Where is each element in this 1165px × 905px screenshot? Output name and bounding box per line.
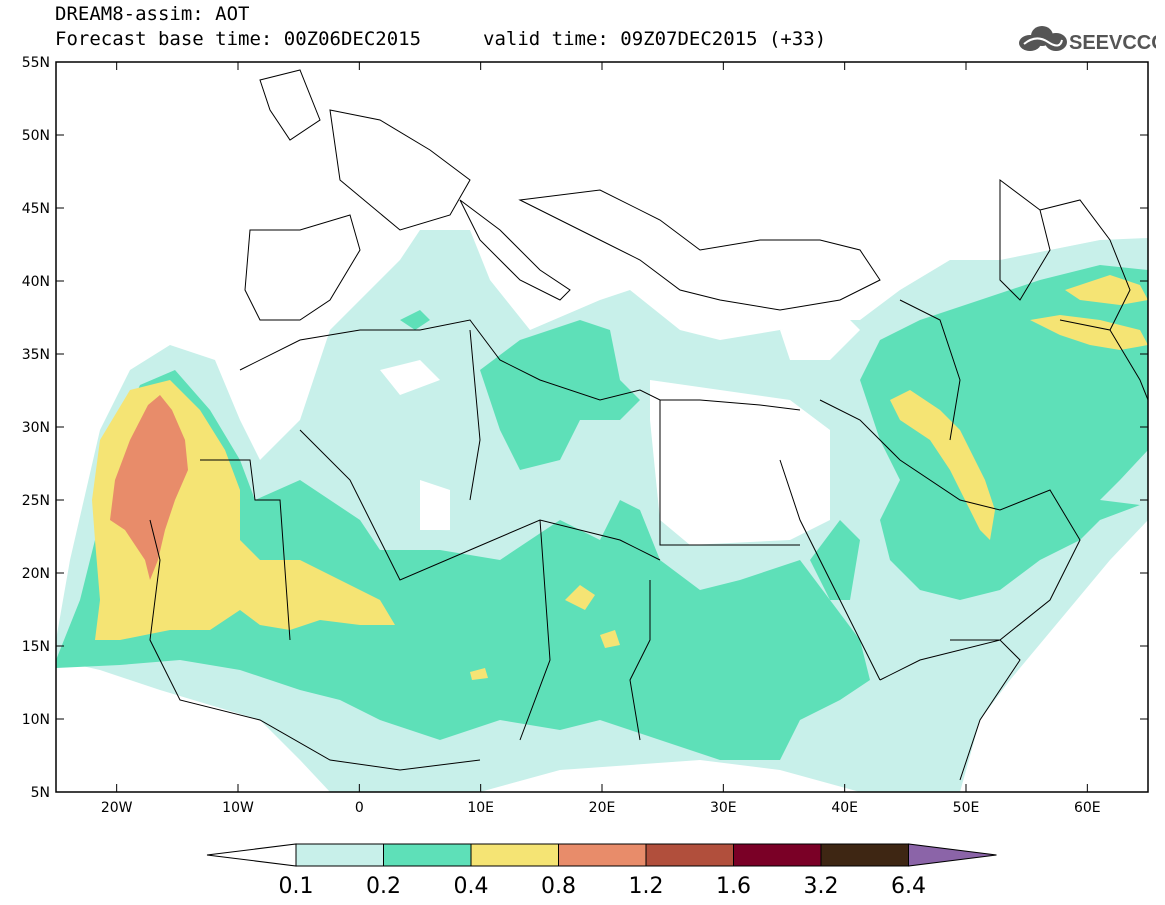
colorbar-swatch	[558, 843, 647, 867]
lon-tick-label: 10E	[467, 800, 494, 816]
colorbar-below-arrow	[206, 843, 297, 867]
colorbar-swatch	[645, 843, 734, 867]
lat-tick-label: 15N	[22, 639, 50, 655]
cloud-icon	[1019, 26, 1067, 51]
forecast-base-time: Forecast base time: 00Z06DEC2015	[55, 28, 422, 50]
colorbar-swatch	[295, 843, 384, 867]
lon-tick-label: 30E	[710, 800, 737, 816]
lat-tick-label: 20N	[22, 566, 50, 582]
lon-tick-label: 40E	[831, 800, 858, 816]
model-title: DREAM8-assim: AOT	[55, 3, 250, 25]
colorbar-level-label: 6.4	[891, 874, 926, 899]
lat-tick-label: 50N	[22, 128, 50, 144]
colorbar: 0.1 0.2 0.4 0.8 1.2 1.6 3.2 6.4	[206, 843, 997, 899]
lat-tick-label: 30N	[22, 420, 50, 436]
colorbar-swatch	[820, 843, 909, 867]
lon-tick-label: 50E	[953, 800, 980, 816]
colorbar-level-label: 1.2	[629, 874, 664, 899]
lon-tick-label: 10W	[222, 800, 254, 816]
colorbar-above-arrow	[908, 843, 997, 867]
colorbar-swatch	[470, 843, 559, 867]
colorbar-swatch	[733, 843, 822, 867]
lat-tick-label: 55N	[22, 55, 50, 71]
colorbar-level-label: 0.4	[454, 874, 489, 899]
colorbar-level-label: 3.2	[804, 874, 839, 899]
colorbar-level-label: 0.1	[279, 874, 314, 899]
lon-tick-label: 60E	[1074, 800, 1101, 816]
country-borders	[149, 69, 1148, 781]
latitude-axis: 55N 50N 45N 40N 35N 30N 25N 20N 15N 10N 5N	[22, 55, 1148, 801]
lon-tick-label: 20W	[101, 800, 133, 816]
aot-field	[56, 62, 1148, 792]
lat-tick-label: 35N	[22, 347, 50, 363]
colorbar-level-label: 0.2	[366, 874, 401, 899]
lon-tick-label: 20E	[589, 800, 616, 816]
lon-tick-label: 0	[355, 800, 364, 816]
colorbar-level-label: 1.6	[716, 874, 751, 899]
lat-tick-label: 40N	[22, 274, 50, 290]
lat-tick-label: 10N	[22, 712, 50, 728]
colorbar-swatch	[383, 843, 472, 867]
colorbar-level-label: 0.8	[541, 874, 576, 899]
logo-text: SEEVCCC	[1069, 32, 1156, 54]
aot-0.2-0.4-region	[56, 265, 1148, 760]
valid-time: valid time: 09Z07DEC2015 (+33)	[483, 28, 827, 50]
lat-tick-label: 5N	[31, 785, 50, 801]
aot-0.8-1.2-region	[110, 395, 188, 580]
longitude-axis: 20W 10W 0 10E 20E 30E 40E 50E 60E	[101, 62, 1101, 816]
seevccc-logo: SEEVCCC	[1019, 26, 1156, 54]
lat-tick-label: 25N	[22, 493, 50, 509]
lat-tick-label: 45N	[22, 201, 50, 217]
